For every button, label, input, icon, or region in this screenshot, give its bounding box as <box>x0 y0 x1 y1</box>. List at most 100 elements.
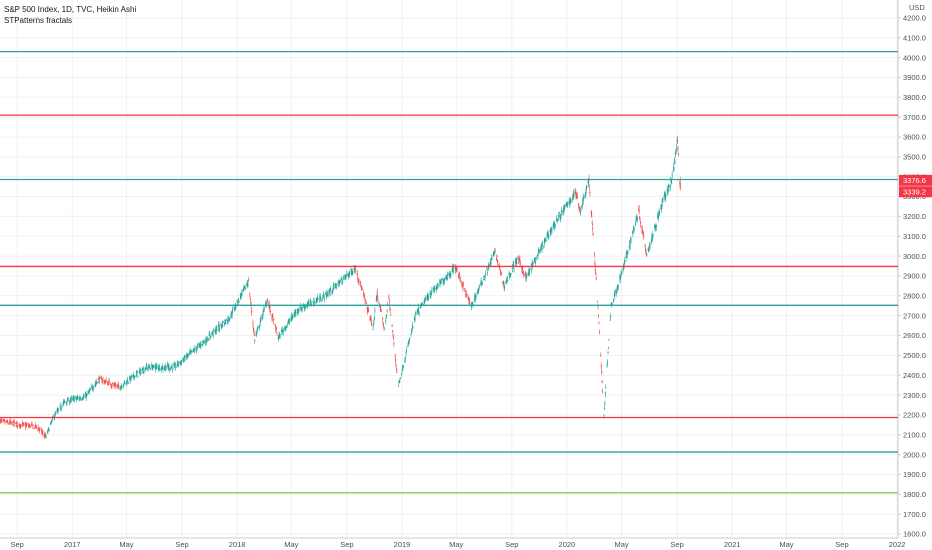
candle-body <box>100 377 102 379</box>
candle-body <box>437 282 439 285</box>
candle-body <box>284 328 286 330</box>
indicator-label[interactable]: STPatterns fractals <box>4 16 73 25</box>
price-label-text: 3339.2 <box>903 187 926 196</box>
candle-body <box>163 368 165 370</box>
candle-body <box>44 436 46 438</box>
candle-body <box>123 381 125 383</box>
candle-body <box>655 224 657 228</box>
time-tick-label: May <box>449 540 463 549</box>
candle-body <box>13 423 15 425</box>
candle-body <box>67 398 69 400</box>
candle-body <box>664 192 666 196</box>
candle-body <box>386 314 388 317</box>
candle-body <box>107 381 109 383</box>
candle-body <box>547 233 549 235</box>
candle-body <box>45 436 47 438</box>
candle-body <box>552 224 554 227</box>
candle-body <box>623 262 625 265</box>
candle-body <box>392 330 394 332</box>
candle-body <box>483 275 485 277</box>
candle-body <box>525 276 527 279</box>
candle-body <box>194 348 196 350</box>
candle-body <box>208 338 210 341</box>
price-tick-label: 2300.0 <box>903 391 926 400</box>
candle-body <box>399 380 401 383</box>
candle-body <box>449 273 451 276</box>
candle-body <box>37 428 39 431</box>
candle-body <box>196 346 198 348</box>
candle-body <box>151 364 153 367</box>
candle-body <box>241 291 243 295</box>
candle-body <box>551 227 553 230</box>
candle-body <box>86 393 88 396</box>
candle-body <box>179 362 181 365</box>
candle-body <box>191 350 193 352</box>
candle-body <box>467 296 469 299</box>
candle-body <box>124 383 126 385</box>
candle-body <box>652 237 654 239</box>
candle-body <box>600 364 602 367</box>
symbol-title[interactable]: S&P 500 Index, 1D, TVC, Heikin Ashi <box>4 5 137 14</box>
candle-body <box>247 283 249 285</box>
candle-body <box>608 339 610 341</box>
candle-body <box>396 372 398 373</box>
candle-body <box>270 310 272 313</box>
candle-body <box>598 332 600 333</box>
candle-body <box>373 317 375 319</box>
candle-body <box>557 218 559 221</box>
candle-body <box>167 367 169 369</box>
candle-body <box>407 345 409 347</box>
candle-body <box>173 365 175 367</box>
candle-body <box>195 347 197 350</box>
candle-body <box>205 340 207 343</box>
candle-body <box>405 356 407 359</box>
candle-body <box>497 264 499 266</box>
candle-body <box>511 268 513 270</box>
candle-body <box>360 285 362 287</box>
candle-body <box>351 271 353 275</box>
candle-body <box>12 424 14 427</box>
candle-body <box>605 387 607 389</box>
candle-body <box>548 234 550 236</box>
candle-body <box>522 267 524 270</box>
candle-body <box>486 268 488 270</box>
candle-body <box>442 282 444 284</box>
candle-body <box>73 401 75 403</box>
candle-body <box>338 284 340 287</box>
time-tick-label: Sep <box>505 540 518 549</box>
candle-body <box>55 413 57 415</box>
candle-body <box>247 279 249 282</box>
candle-body <box>287 323 289 325</box>
candle-body <box>525 275 527 277</box>
candle-body <box>658 210 660 214</box>
candle-body <box>101 378 103 380</box>
candle-body <box>395 364 397 367</box>
candle-body <box>512 270 514 272</box>
candle-body <box>276 331 278 334</box>
candle-body <box>410 333 412 335</box>
candle-body <box>181 361 183 364</box>
candle-body <box>215 331 217 334</box>
candle-body <box>420 305 422 307</box>
candle-body <box>519 259 521 262</box>
candle-body <box>652 235 654 237</box>
candle-body <box>23 423 25 425</box>
candle-body <box>440 278 442 282</box>
candle-body <box>578 207 580 209</box>
candle-body <box>253 334 255 336</box>
candle-body <box>240 295 242 298</box>
candle-body <box>435 288 437 290</box>
candle-body <box>304 306 306 308</box>
candle-body <box>141 368 143 371</box>
candle-body <box>500 271 502 273</box>
candle-body <box>458 272 460 274</box>
candle-body <box>266 303 268 305</box>
candle-body <box>377 296 379 299</box>
candle-body <box>518 257 520 260</box>
candle-body <box>509 276 511 279</box>
candle-body <box>148 366 150 369</box>
candle-body <box>430 294 432 296</box>
candle-body <box>4 421 6 424</box>
